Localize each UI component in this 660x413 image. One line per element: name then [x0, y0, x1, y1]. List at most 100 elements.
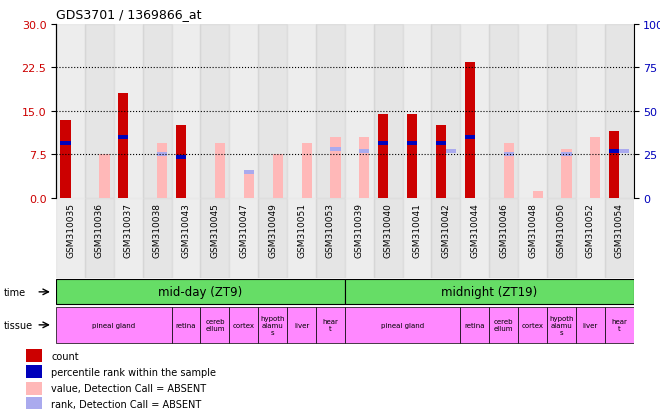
- Text: retina: retina: [465, 322, 485, 328]
- Bar: [518, 198, 547, 278]
- Bar: [465, 62, 475, 198]
- Bar: [407, 114, 417, 198]
- Bar: [518, 25, 547, 198]
- Bar: [590, 138, 601, 198]
- Text: GSM310052: GSM310052: [586, 202, 595, 257]
- Bar: [609, 150, 619, 154]
- Bar: [287, 25, 316, 198]
- Bar: [302, 143, 312, 198]
- Text: GSM310046: GSM310046: [499, 202, 508, 257]
- Text: retina: retina: [176, 322, 196, 328]
- Bar: [403, 25, 432, 198]
- Bar: [26, 366, 42, 378]
- Bar: [176, 156, 186, 160]
- Text: GSM310051: GSM310051: [297, 202, 306, 257]
- Text: GSM310044: GSM310044: [471, 202, 479, 257]
- Text: GSM310035: GSM310035: [66, 202, 75, 257]
- Text: GSM310048: GSM310048: [528, 202, 537, 257]
- Bar: [244, 170, 254, 174]
- Bar: [446, 150, 456, 154]
- Bar: [432, 25, 461, 198]
- Bar: [172, 307, 201, 343]
- Bar: [172, 25, 201, 198]
- Bar: [118, 135, 128, 140]
- Bar: [345, 307, 461, 343]
- Bar: [56, 25, 85, 198]
- Bar: [100, 155, 110, 198]
- Bar: [374, 25, 403, 198]
- Bar: [230, 25, 258, 198]
- Bar: [176, 126, 186, 198]
- Bar: [374, 198, 403, 278]
- Text: GSM310053: GSM310053: [326, 202, 335, 257]
- Bar: [489, 25, 518, 198]
- Bar: [56, 198, 85, 278]
- Bar: [331, 138, 341, 198]
- Text: GSM310054: GSM310054: [614, 202, 624, 257]
- Bar: [619, 150, 629, 154]
- Text: value, Detection Call = ABSENT: value, Detection Call = ABSENT: [51, 383, 207, 393]
- Bar: [518, 307, 547, 343]
- Bar: [461, 25, 489, 198]
- Bar: [26, 349, 42, 362]
- Bar: [287, 198, 316, 278]
- Bar: [489, 198, 518, 278]
- Bar: [378, 141, 388, 145]
- Bar: [576, 307, 605, 343]
- Bar: [407, 141, 417, 145]
- Bar: [504, 153, 513, 157]
- Bar: [201, 198, 230, 278]
- Bar: [26, 382, 42, 394]
- Text: hypoth
alamu
s: hypoth alamu s: [261, 315, 285, 335]
- Bar: [230, 198, 258, 278]
- Bar: [461, 198, 489, 278]
- Text: GSM310042: GSM310042: [442, 202, 450, 257]
- Bar: [258, 198, 287, 278]
- Bar: [114, 198, 143, 278]
- Text: cortex: cortex: [233, 322, 255, 328]
- Text: GSM310041: GSM310041: [412, 202, 422, 257]
- Text: GSM310038: GSM310038: [152, 202, 162, 257]
- Bar: [436, 141, 446, 145]
- Bar: [316, 198, 345, 278]
- Text: midnight (ZT19): midnight (ZT19): [441, 286, 537, 299]
- Bar: [345, 198, 374, 278]
- Text: GSM310037: GSM310037: [124, 202, 133, 257]
- Bar: [244, 172, 254, 198]
- Bar: [157, 153, 167, 157]
- Text: GSM310036: GSM310036: [95, 202, 104, 257]
- Bar: [547, 198, 576, 278]
- Text: liver: liver: [294, 322, 309, 328]
- Bar: [504, 143, 513, 198]
- Bar: [432, 198, 461, 278]
- Text: rank, Detection Call = ABSENT: rank, Detection Call = ABSENT: [51, 399, 201, 409]
- Bar: [609, 132, 619, 198]
- Text: cereb
ellum: cereb ellum: [494, 318, 513, 332]
- Text: GSM310040: GSM310040: [383, 202, 393, 257]
- Text: hypoth
alamu
s: hypoth alamu s: [549, 315, 574, 335]
- Text: tissue: tissue: [3, 320, 32, 330]
- Bar: [576, 198, 605, 278]
- Bar: [258, 307, 287, 343]
- Bar: [316, 25, 345, 198]
- Bar: [605, 25, 634, 198]
- Bar: [143, 25, 172, 198]
- Text: GSM310043: GSM310043: [182, 202, 191, 257]
- Bar: [331, 147, 341, 151]
- Text: GDS3701 / 1369866_at: GDS3701 / 1369866_at: [56, 8, 201, 21]
- Text: count: count: [51, 351, 79, 361]
- Bar: [85, 25, 114, 198]
- Bar: [85, 198, 114, 278]
- Bar: [547, 307, 576, 343]
- Bar: [576, 25, 605, 198]
- Bar: [230, 307, 258, 343]
- Text: GSM310047: GSM310047: [240, 202, 248, 257]
- Bar: [114, 25, 143, 198]
- Bar: [345, 25, 374, 198]
- Text: time: time: [3, 287, 26, 297]
- Bar: [56, 280, 345, 305]
- Text: cortex: cortex: [521, 322, 544, 328]
- Bar: [273, 155, 282, 198]
- Bar: [287, 307, 316, 343]
- Text: GSM310045: GSM310045: [211, 202, 219, 257]
